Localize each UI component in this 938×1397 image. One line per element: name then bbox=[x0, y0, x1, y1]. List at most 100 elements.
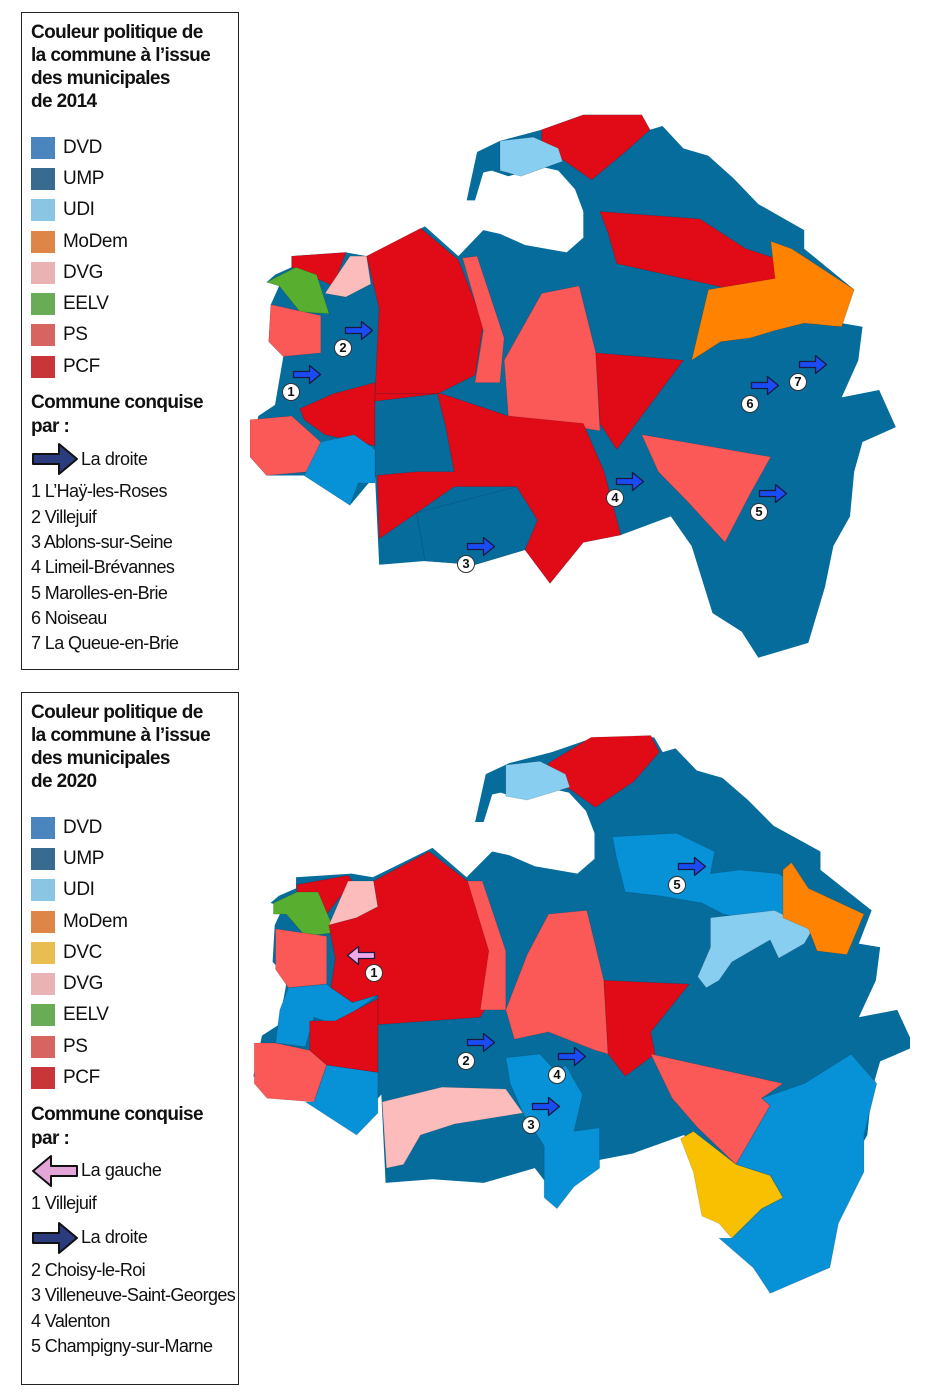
commune-item: 6 Noiseau bbox=[31, 607, 107, 628]
swatch bbox=[31, 293, 55, 316]
arrow-left-icon bbox=[32, 1154, 78, 1187]
legend-item-dvd: DVD bbox=[31, 812, 238, 843]
map-2014 bbox=[250, 114, 896, 658]
legend-item-ps: PS bbox=[31, 1031, 238, 1062]
conquest-title-line: Commune conquise bbox=[31, 392, 204, 414]
marker-number: 5 bbox=[668, 876, 686, 894]
legend-2020: Couleur politique de la commune à l’issu… bbox=[21, 692, 239, 1385]
legend-label: DVD bbox=[63, 816, 102, 838]
commune-udi bbox=[505, 760, 571, 801]
legend-title-line: la commune à l’issue bbox=[31, 725, 211, 746]
legend-item-dvd: DVD bbox=[31, 132, 238, 163]
legend-label: DVG bbox=[63, 261, 103, 283]
swatch bbox=[31, 355, 55, 378]
commune-dvd bbox=[717, 1053, 878, 1294]
commune-pcf bbox=[603, 979, 690, 1077]
legend-title-line: de 2014 bbox=[31, 91, 97, 112]
legend-droite: La droite bbox=[31, 1218, 238, 1258]
conquest-title-line: Commune conquise bbox=[31, 1103, 204, 1125]
commune-dvd bbox=[303, 434, 376, 506]
swatch bbox=[31, 1035, 55, 1058]
legend-item-dvc: DVC bbox=[31, 937, 238, 968]
legend-droite: La droite bbox=[31, 439, 238, 479]
legend-item-pcf: PCF bbox=[31, 351, 238, 382]
swatch bbox=[31, 1067, 55, 1090]
commune-ump bbox=[416, 486, 538, 566]
arrow-right-icon bbox=[557, 1046, 587, 1073]
legend-label: EELV bbox=[63, 293, 109, 315]
legend-item-ump: UMP bbox=[31, 163, 238, 194]
marker-number: 1 bbox=[282, 383, 300, 401]
legend-item-modem: MoDem bbox=[31, 226, 238, 257]
droite-label: La droite bbox=[81, 1227, 148, 1248]
swatch bbox=[31, 230, 55, 253]
swatch bbox=[31, 261, 55, 284]
legend-item-ps: PS bbox=[31, 320, 238, 351]
commune-item: 5 Champigny-sur-Marne bbox=[31, 1335, 213, 1356]
conquest-list: 1 L’Haÿ-les-Roses 2 Villejuif 3 Ablons-s… bbox=[31, 479, 238, 656]
marker-number: 3 bbox=[522, 1116, 540, 1134]
commune-item: 2 Choisy-le-Roi bbox=[31, 1259, 146, 1280]
legend-label: EELV bbox=[63, 1004, 109, 1026]
commune-dvd bbox=[304, 1064, 379, 1136]
legend-title-line: des municipales bbox=[31, 748, 170, 769]
commune-dvg bbox=[381, 1086, 524, 1169]
commune-ps bbox=[268, 304, 322, 357]
legend-label: UDI bbox=[63, 879, 95, 901]
conquest-list-droite: 2 Choisy-le-Roi 3 Villeneuve-Saint-Georg… bbox=[31, 1258, 238, 1359]
marker-number: 5 bbox=[750, 503, 768, 521]
arrow-right-icon bbox=[292, 364, 322, 391]
legend-label: DVG bbox=[63, 973, 103, 995]
legend-title: Couleur politique de la commune à l’issu… bbox=[31, 701, 238, 793]
legend-title-line: de 2020 bbox=[31, 771, 97, 792]
legend-label: PCF bbox=[63, 355, 100, 377]
marker-number: 2 bbox=[334, 339, 352, 357]
commune-item: 5 Marolles-en-Brie bbox=[31, 582, 168, 603]
legend-title-line: Couleur politique de bbox=[31, 702, 203, 723]
arrow-right-icon bbox=[798, 354, 828, 381]
commune-item: 4 Limeil-Brévannes bbox=[31, 557, 175, 578]
legend-item-ump: UMP bbox=[31, 843, 238, 874]
legend-label: PS bbox=[63, 1035, 88, 1057]
swatch bbox=[31, 167, 55, 190]
marker-number: 1 bbox=[365, 964, 383, 982]
swatch bbox=[31, 941, 55, 964]
arrow-right-icon bbox=[531, 1096, 561, 1123]
legend-item-eelv: EELV bbox=[31, 288, 238, 319]
arrow-left-icon bbox=[346, 945, 376, 972]
legend-label: DVC bbox=[63, 941, 102, 963]
commune-item: 4 Valenton bbox=[31, 1310, 110, 1331]
commune-item: 1 L’Haÿ-les-Roses bbox=[31, 481, 167, 502]
legend-item-dvg: DVG bbox=[31, 257, 238, 288]
arrow-right-icon bbox=[466, 536, 496, 563]
arrow-right-icon bbox=[32, 443, 78, 476]
commune-eelv bbox=[273, 891, 336, 937]
commune-modem bbox=[691, 240, 855, 362]
legend-title-line: Couleur politique de bbox=[31, 22, 203, 43]
swatch bbox=[31, 324, 55, 347]
legend-label: UDI bbox=[63, 199, 95, 221]
droite-label: La droite bbox=[81, 448, 148, 469]
arrow-right-icon bbox=[466, 1032, 496, 1059]
legend-title-line: la commune à l’issue bbox=[31, 45, 211, 66]
commune-item: 2 Villejuif bbox=[31, 506, 97, 527]
legend-items: DVD UMP UDI MoDem DVC DVG EELV PS PCF bbox=[31, 812, 238, 1094]
legend-label: MoDem bbox=[63, 910, 128, 932]
commune-modem bbox=[782, 861, 865, 956]
legend-title: Couleur politique de la commune à l’issu… bbox=[31, 21, 238, 113]
arrow-right-icon bbox=[677, 856, 707, 883]
commune-item: 3 Villeneuve-Saint-Georges bbox=[31, 1285, 236, 1306]
gauche-label: La gauche bbox=[81, 1160, 162, 1181]
legend-item-pcf: PCF bbox=[31, 1062, 238, 1093]
swatch bbox=[31, 910, 55, 933]
legend-items: DVD UMP UDI MoDem DVG EELV PS PCF bbox=[31, 132, 238, 382]
swatch bbox=[31, 973, 55, 996]
commune-ps bbox=[640, 434, 772, 544]
legend-item-eelv: EELV bbox=[31, 1000, 238, 1031]
commune-item: 3 Ablons-sur-Seine bbox=[31, 531, 173, 552]
commune-pcf bbox=[291, 252, 347, 287]
legend-label: PS bbox=[63, 324, 88, 346]
conquest-title: Commune conquise par : bbox=[31, 1103, 238, 1151]
swatch bbox=[31, 136, 55, 159]
legend-item-udi: UDI bbox=[31, 875, 238, 906]
